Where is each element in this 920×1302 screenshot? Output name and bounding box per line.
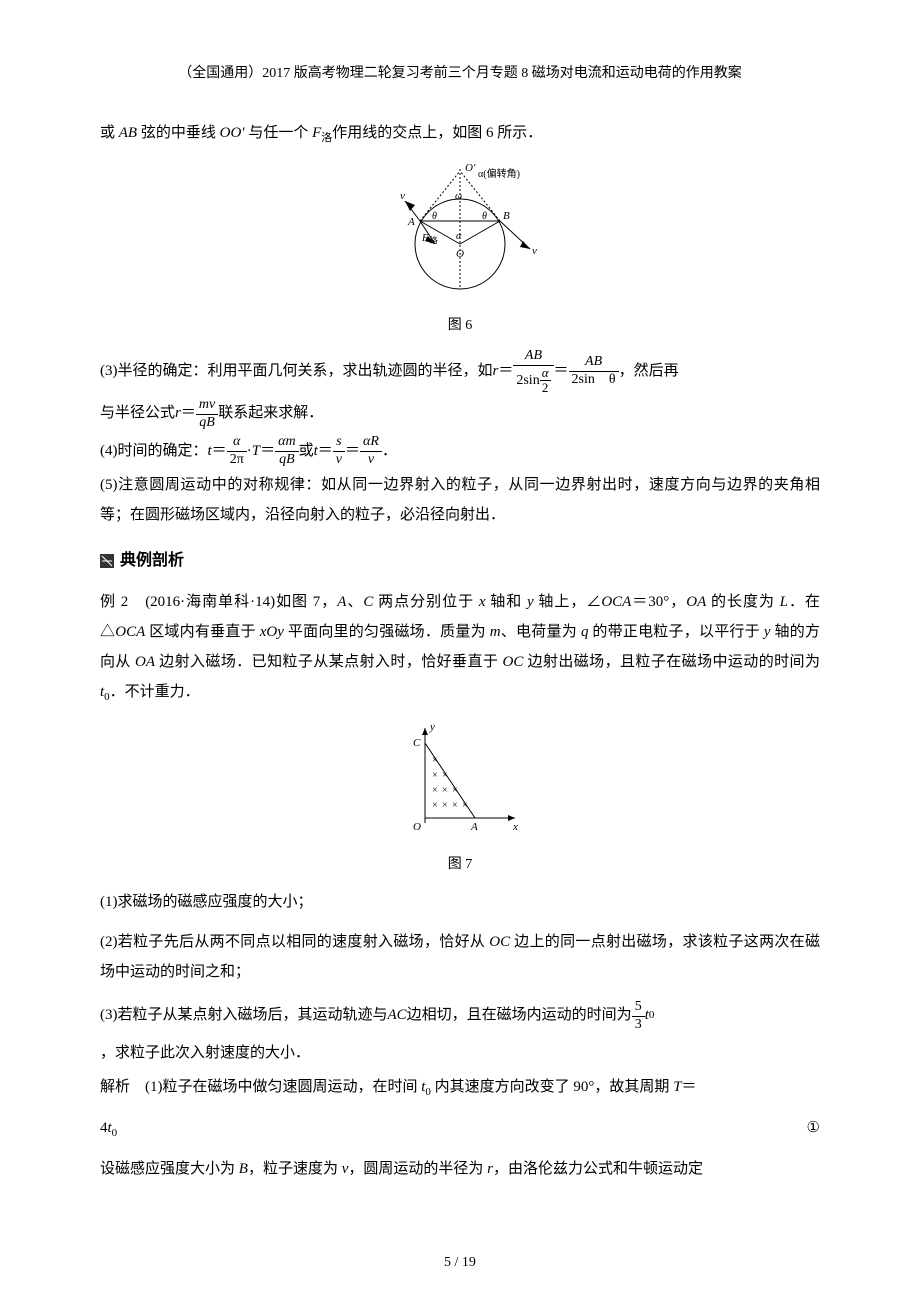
item-5: (5)注意圆周运动中的对称规律：如从同一边界射入的粒子，从同一边界射出时，速度方… — [100, 470, 820, 530]
figure-6-caption: 图 6 — [100, 312, 820, 340]
solution-line-2: 设磁感应强度大小为 B，粒子速度为 v，圆周运动的半径为 r，由洛伦兹力公式和牛… — [100, 1154, 820, 1184]
svg-text:×: × — [442, 785, 448, 796]
svg-text:y: y — [429, 721, 435, 733]
equals: ＝ — [212, 433, 227, 471]
ab-chord: AB — [119, 125, 137, 141]
fraction-s-v: s v — [333, 434, 345, 469]
svg-text:v: v — [400, 190, 405, 202]
svg-text:×: × — [432, 755, 438, 766]
svg-text:O: O — [456, 248, 464, 260]
svg-text:B: B — [503, 210, 510, 222]
svg-text:×: × — [432, 770, 438, 781]
svg-text:α(偏转角): α(偏转角) — [478, 167, 520, 180]
T-var: T — [252, 433, 260, 471]
fraction-alpha-2pi: α 2π — [227, 434, 247, 469]
fraction-aR-v: αR v — [360, 434, 382, 469]
equals: ＝ — [260, 433, 275, 471]
item-3-line-2: 与半径公式 r ＝ mv qB 联系起来求解． — [100, 395, 820, 433]
eq-number-1: ① — [807, 1113, 820, 1143]
f-subscript: 洛 — [321, 132, 332, 144]
text: (3)半径的确定：利用平面几何关系，求出轨迹圆的半径，如 — [100, 353, 493, 391]
svg-text:×: × — [452, 785, 458, 796]
svg-text:ω: ω — [455, 191, 462, 202]
page-header: （全国通用）2017 版高考物理二轮复习考前三个月专题 8 磁场对电流和运动电荷… — [100, 60, 820, 88]
svg-text:θ: θ — [482, 211, 487, 222]
figure-7-svg: × × × × × × × × × × y C O A x — [395, 718, 525, 838]
svg-text:×: × — [442, 770, 448, 781]
f-symbol: F — [312, 125, 321, 141]
text: 或 — [299, 433, 314, 471]
svg-text:θ: θ — [432, 211, 437, 222]
fraction-mv-qb: mv qB — [196, 397, 218, 432]
item-4: (4)时间的确定： t ＝ α 2π · T ＝ αm qB 或 t ＝ s v… — [100, 433, 820, 471]
fraction-1: AB 2sinα2 — [513, 348, 553, 395]
svg-text:×: × — [442, 800, 448, 811]
text: (4)时间的确定： — [100, 433, 208, 471]
page-footer: 5 / 19 — [0, 1249, 920, 1277]
svg-text:x: x — [512, 821, 518, 833]
equals: ＝ — [181, 395, 196, 433]
equals: ＝ — [318, 433, 333, 471]
figure-7-caption: 图 7 — [100, 851, 820, 879]
item-3-line-1: (3)半径的确定：利用平面几何关系，求出轨迹圆的半径，如 r ＝ AB 2sin… — [100, 348, 820, 395]
svg-text:A: A — [470, 821, 478, 833]
fraction-5-3: 5 3 — [632, 999, 645, 1034]
equals: ＝ — [345, 433, 360, 471]
fraction-am-qb: αm qB — [275, 434, 298, 469]
fraction-2: AB 2sin θ — [569, 354, 619, 389]
example-2-text: 例 2 (2016·海南单科·14)如图 7，A、C 两点分别位于 x 轴和 y… — [100, 587, 820, 708]
svg-text:洛: 洛 — [430, 235, 438, 245]
figure-7: × × × × × × × × × × y C O A x 图 7 — [100, 718, 820, 879]
figure-6-svg: O′ α(偏转角) ω v v θ θ A B F 洛 α O — [370, 159, 550, 299]
question-1: (1)求磁场的磁感应强度的大小； — [100, 887, 820, 917]
period: ． — [382, 433, 397, 471]
solution-line-1: 解析 (1)粒子在磁场中做匀速圆周运动，在时间 t0 内其速度方向改变了 90°… — [100, 1072, 820, 1103]
svg-text:×: × — [452, 800, 458, 811]
svg-text:O: O — [413, 821, 421, 833]
text: 与半径公式 — [100, 395, 175, 433]
oo-prime: OO′ — [220, 125, 245, 141]
text: ，然后再 — [619, 353, 679, 391]
svg-text:C: C — [413, 737, 421, 749]
section-title-text: 典例剖析 — [120, 545, 184, 577]
equals: ＝ — [498, 353, 513, 391]
section-marker-icon — [100, 554, 114, 568]
text: 作用线的交点上，如图 6 所示． — [332, 125, 542, 141]
paragraph-line-1: 或 AB 弦的中垂线 OO′ 与任一个 F洛作用线的交点上，如图 6 所示． — [100, 118, 820, 149]
figure-6: O′ α(偏转角) ω v v θ θ A B F 洛 α O 图 6 — [100, 159, 820, 340]
svg-text:A: A — [407, 216, 415, 228]
svg-text:×: × — [432, 785, 438, 796]
text: 弦的中垂线 — [137, 125, 220, 141]
equals: ＝ — [554, 353, 569, 391]
svg-text:×: × — [432, 800, 438, 811]
section-title: 典例剖析 — [100, 545, 820, 577]
svg-text:×: × — [462, 800, 468, 811]
svg-text:v: v — [532, 245, 537, 257]
text: 或 — [100, 125, 119, 141]
svg-text:F: F — [421, 233, 429, 244]
svg-text:O′: O′ — [465, 162, 476, 174]
question-3: (3)若粒子从某点射入磁场后，其运动轨迹与 AC 边相切，且在磁场内运动的时间为… — [100, 997, 820, 1072]
text: 与任一个 — [245, 125, 313, 141]
text: 联系起来求解． — [218, 395, 323, 433]
svg-text:α: α — [456, 231, 462, 242]
question-2: (2)若粒子先后从两不同点以相同的速度射入磁场，恰好从 OC 边上的同一点射出磁… — [100, 927, 820, 987]
solution-eq-1: 4t0 ① — [100, 1113, 820, 1144]
